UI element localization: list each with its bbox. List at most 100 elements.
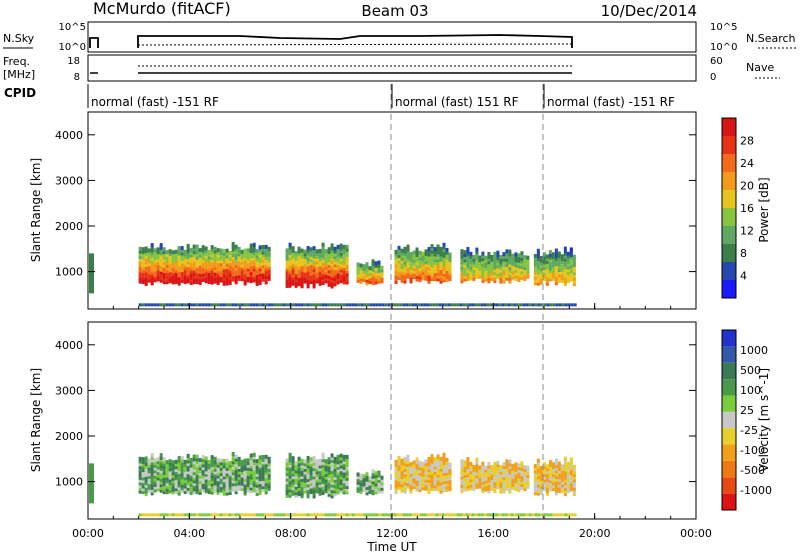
velocity-echo-cell — [258, 488, 262, 493]
velocity-echo-cell — [147, 458, 151, 463]
velocity-echo-cell — [394, 484, 398, 489]
power-echo-cell — [569, 277, 573, 282]
velocity-ylabel: Slant Range [km] — [29, 368, 43, 472]
velocity-echo-cell — [520, 485, 524, 490]
velocity-echo-cell — [393, 513, 397, 517]
power-echo-cell — [439, 268, 443, 273]
velocity-echo-cell — [141, 459, 145, 464]
velocity-echo-cell — [219, 477, 223, 482]
velocity-echo-cell — [255, 467, 259, 472]
velocity-echo-cell — [222, 475, 226, 480]
velocity-echo-cell — [312, 488, 316, 493]
velocity-echo-cell — [360, 513, 364, 517]
power-echo-cell — [523, 274, 527, 279]
power-echo-cell — [445, 253, 449, 258]
power-echo-cell — [394, 271, 398, 276]
velocity-echo-cell — [255, 480, 259, 485]
power-echo-cell — [321, 278, 325, 283]
velocity-echo-cell — [243, 461, 247, 466]
power-echo-cell — [258, 248, 262, 253]
power-echo-cell — [171, 261, 175, 266]
x-axis-label: Time UT — [366, 540, 417, 554]
velocity-echo-cell — [415, 482, 419, 487]
power-echo-cell — [548, 277, 552, 282]
velocity-echo-cell — [517, 474, 521, 479]
power-echo-cell — [198, 303, 202, 307]
power-echo-cell — [430, 274, 434, 279]
power-echo-cell — [186, 271, 190, 276]
velocity-echo-cell — [324, 475, 328, 480]
power-echo-cell — [403, 260, 407, 265]
velocity-echo-cell — [569, 465, 573, 470]
power-echo-cell — [514, 255, 518, 260]
power-echo-cell — [403, 268, 407, 273]
velocity-echo-cell — [394, 473, 398, 478]
power-echo-cell — [466, 277, 470, 282]
power-echo-cell — [359, 268, 363, 273]
velocity-echo-cell — [198, 463, 202, 468]
velocity-echo-cell — [153, 466, 157, 471]
power-echo-cell — [255, 276, 259, 281]
power-echo-cell — [526, 255, 530, 260]
power-echo-cell — [228, 256, 232, 261]
power-echo-cell — [421, 276, 425, 281]
power-echo-cell — [545, 268, 549, 273]
velocity-echo-cell — [424, 470, 428, 475]
power-echo-cell — [560, 276, 564, 281]
power-echo-cell — [430, 263, 434, 268]
velocity-echo-cell — [249, 453, 253, 458]
power-echo-cell — [315, 303, 319, 307]
power-echo-cell — [493, 273, 497, 278]
velocity-echo-cell — [309, 473, 313, 478]
power-echo-cell — [321, 248, 325, 253]
velocity-echo-cell — [336, 471, 340, 476]
power-echo-cell — [324, 271, 328, 276]
power-echo-cell — [255, 249, 259, 254]
power-echo-cell — [285, 262, 289, 267]
velocity-echo-cell — [445, 487, 449, 492]
power-echo-cell — [551, 274, 555, 279]
velocity-echo-cell — [569, 460, 573, 465]
velocity-echo-cell — [572, 472, 576, 477]
power-echo-cell — [198, 256, 202, 261]
velocity-echo-cell — [165, 479, 169, 484]
power-echo-cell — [246, 253, 250, 258]
velocity-echo-cell — [201, 474, 205, 479]
velocity-echo-cell — [180, 469, 184, 474]
power-echo-cell — [204, 273, 208, 278]
velocity-echo-cell — [222, 469, 226, 474]
velocity-echo-cell — [144, 467, 148, 472]
velocity-echo-cell — [502, 489, 506, 494]
power-echo-cell — [333, 271, 337, 276]
velocity-echo-cell — [324, 470, 328, 475]
power-echo-cell — [481, 254, 485, 259]
velocity-echo-cell — [394, 470, 398, 475]
power-echo-cell — [433, 266, 437, 271]
power-echo-cell — [144, 273, 148, 278]
power-echo-cell — [342, 277, 346, 282]
velocity-echo-cell — [463, 462, 467, 467]
velocity-echo-cell — [563, 489, 567, 494]
power-echo-cell — [397, 264, 401, 269]
velocity-echo-cell — [216, 458, 220, 463]
power-echo-cell — [554, 270, 558, 275]
power-echo-cell — [141, 277, 145, 282]
power-echo-cell — [359, 277, 363, 282]
power-echo-cell — [342, 258, 346, 263]
velocity-echo-cell — [493, 475, 497, 480]
velocity-echo-cell — [478, 476, 482, 481]
velocity-echo-cell — [327, 487, 331, 492]
power-echo-cell — [430, 266, 434, 271]
power-echo-cell — [490, 271, 494, 276]
power-echo-cell — [234, 255, 238, 260]
power-echo-cell — [507, 303, 511, 307]
velocity-echo-cell — [572, 483, 576, 488]
velocity-echo-cell — [442, 452, 446, 457]
power-echo-cell — [327, 249, 331, 254]
power-echo-cell — [460, 262, 464, 267]
velocity-echo-cell — [563, 481, 567, 486]
power-echo-cell — [539, 261, 543, 266]
velocity-echo-cell — [526, 471, 530, 476]
power-echo-cell — [566, 259, 570, 264]
velocity-echo-cell — [150, 458, 154, 463]
